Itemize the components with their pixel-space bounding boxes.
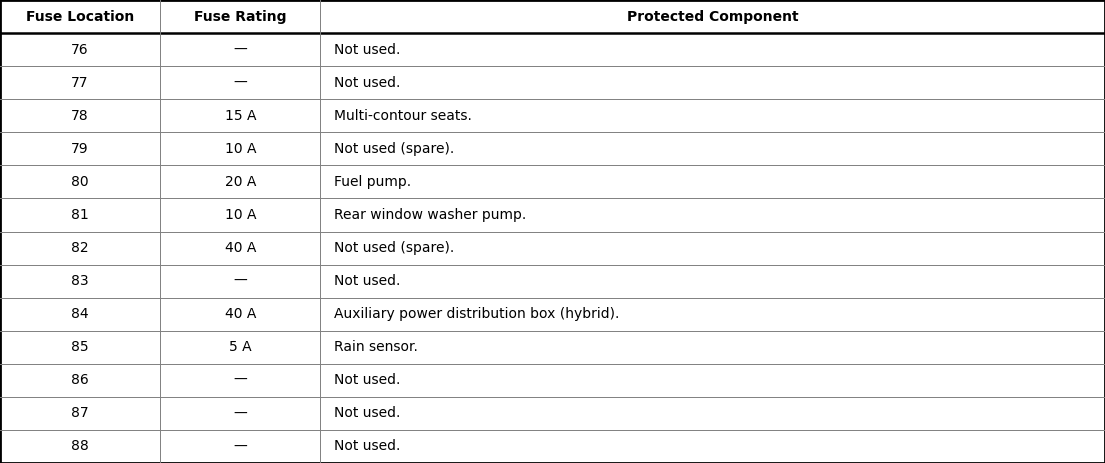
Text: Not used (spare).: Not used (spare). bbox=[334, 241, 454, 255]
Text: 5 A: 5 A bbox=[229, 340, 252, 354]
Text: Fuel pump.: Fuel pump. bbox=[334, 175, 411, 189]
Text: 40 A: 40 A bbox=[224, 307, 256, 321]
Text: 76: 76 bbox=[72, 43, 88, 56]
Text: Multi-contour seats.: Multi-contour seats. bbox=[334, 109, 472, 123]
Text: 20 A: 20 A bbox=[224, 175, 256, 189]
Text: Fuse Rating: Fuse Rating bbox=[194, 10, 286, 24]
Text: Rain sensor.: Rain sensor. bbox=[334, 340, 418, 354]
Text: Protected Component: Protected Component bbox=[627, 10, 799, 24]
Text: 10 A: 10 A bbox=[224, 208, 256, 222]
Text: 81: 81 bbox=[71, 208, 90, 222]
Text: Not used (spare).: Not used (spare). bbox=[334, 142, 454, 156]
Text: 85: 85 bbox=[72, 340, 88, 354]
Text: 79: 79 bbox=[72, 142, 88, 156]
Text: 84: 84 bbox=[72, 307, 88, 321]
Text: Auxiliary power distribution box (hybrid).: Auxiliary power distribution box (hybrid… bbox=[334, 307, 619, 321]
Text: Not used.: Not used. bbox=[334, 407, 400, 420]
Text: Fuse Location: Fuse Location bbox=[27, 10, 134, 24]
Text: Not used.: Not used. bbox=[334, 43, 400, 56]
Text: 78: 78 bbox=[72, 109, 88, 123]
Text: 10 A: 10 A bbox=[224, 142, 256, 156]
Text: Not used.: Not used. bbox=[334, 274, 400, 288]
Text: 40 A: 40 A bbox=[224, 241, 256, 255]
Text: —: — bbox=[233, 43, 248, 56]
Text: 88: 88 bbox=[71, 439, 90, 453]
Text: 80: 80 bbox=[72, 175, 88, 189]
Text: 15 A: 15 A bbox=[224, 109, 256, 123]
Text: Not used.: Not used. bbox=[334, 373, 400, 388]
Text: 83: 83 bbox=[72, 274, 88, 288]
Text: 87: 87 bbox=[72, 407, 88, 420]
Text: —: — bbox=[233, 407, 248, 420]
Text: 86: 86 bbox=[71, 373, 90, 388]
Text: Rear window washer pump.: Rear window washer pump. bbox=[334, 208, 526, 222]
Text: —: — bbox=[233, 373, 248, 388]
Text: Not used.: Not used. bbox=[334, 75, 400, 90]
Text: Not used.: Not used. bbox=[334, 439, 400, 453]
Text: 77: 77 bbox=[72, 75, 88, 90]
Text: —: — bbox=[233, 274, 248, 288]
Text: —: — bbox=[233, 75, 248, 90]
Text: —: — bbox=[233, 439, 248, 453]
Text: 82: 82 bbox=[72, 241, 88, 255]
